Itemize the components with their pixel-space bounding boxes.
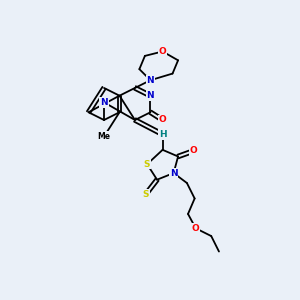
Text: O: O [190, 146, 197, 155]
Text: O: O [159, 116, 167, 124]
Text: O: O [192, 224, 200, 233]
Text: N: N [147, 76, 154, 85]
Text: S: S [143, 190, 149, 199]
Text: S: S [144, 160, 150, 169]
Text: N: N [147, 91, 154, 100]
Text: Me: Me [98, 132, 110, 141]
Text: N: N [100, 98, 108, 107]
Text: O: O [159, 47, 167, 56]
Text: H: H [159, 130, 167, 139]
Text: N: N [170, 169, 178, 178]
